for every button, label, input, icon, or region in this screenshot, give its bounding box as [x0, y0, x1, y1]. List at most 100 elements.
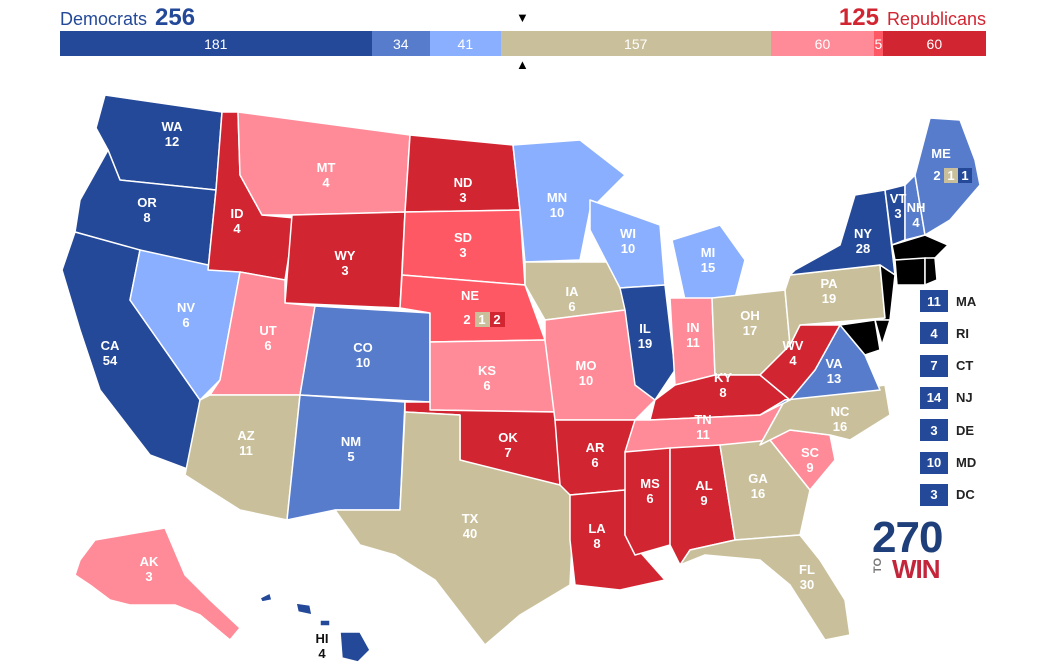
small-state-ev-box: 11	[920, 290, 948, 312]
small-state-row-ma[interactable]: 11 MA	[920, 290, 976, 312]
state-ev-la: 8	[593, 536, 600, 551]
me-split-value-3: 1	[961, 168, 968, 183]
state-ev-sd: 3	[459, 245, 466, 260]
ne-split-value-1: 2	[463, 312, 470, 327]
270-marker-top-icon: ▼	[516, 10, 529, 25]
state-ev-il: 19	[638, 336, 652, 351]
state-label-mn: MN	[547, 190, 567, 205]
state-ev-mn: 10	[550, 205, 564, 220]
state-ev-ak: 3	[145, 569, 152, 584]
state-label-nc: NC	[831, 404, 850, 419]
state-ak[interactable]	[74, 527, 241, 641]
state-label-tn: TN	[694, 412, 711, 427]
state-label-ak: AK	[140, 554, 159, 569]
small-state-name: CT	[956, 358, 974, 374]
state-mi[interactable]	[671, 224, 746, 301]
state-ev-wv: 4	[789, 353, 797, 368]
republicans-header: 125 Republicans	[839, 4, 986, 32]
bar-segment: 60	[770, 31, 875, 56]
state-ri[interactable]	[924, 257, 938, 286]
state-label-oh: OH	[740, 308, 760, 323]
state-ev-ga: 16	[751, 486, 765, 501]
small-state-row-ct[interactable]: 7 CT	[920, 354, 974, 377]
state-ev-wy: 3	[341, 263, 348, 278]
bar-segment: 5	[874, 31, 883, 56]
state-ct[interactable]	[894, 257, 926, 286]
state-label-ga: GA	[748, 471, 768, 486]
bar-segment: 60	[882, 31, 986, 56]
me-split-box-3	[958, 168, 972, 183]
state-label-wy: WY	[335, 248, 356, 263]
state-ev-al: 9	[700, 493, 707, 508]
bar-segment: 157	[500, 31, 771, 56]
state-label-mo: MO	[576, 358, 597, 373]
state-label-fl: FL	[799, 562, 815, 577]
me-split-box-1	[930, 168, 944, 183]
state-ev-wa: 12	[165, 134, 179, 149]
state-label-tx: TX	[462, 511, 479, 526]
state-ny[interactable]	[789, 189, 896, 276]
small-state-row-de[interactable]: 3 DE	[920, 419, 974, 442]
state-label-me: ME	[931, 146, 951, 161]
small-state-name: MA	[956, 293, 977, 309]
me-split-box-2	[944, 168, 958, 183]
state-label-la: LA	[588, 521, 606, 536]
state-label-co: CO	[353, 340, 373, 355]
state-hi[interactable]	[259, 592, 371, 663]
me-split-value-1: 2	[933, 168, 940, 183]
state-label-va: VA	[825, 356, 843, 371]
state-ev-tx: 40	[463, 526, 477, 541]
state-ev-fl: 30	[800, 577, 814, 592]
small-state-row-ri[interactable]: 4 RI	[920, 322, 969, 345]
state-label-al: AL	[695, 478, 712, 493]
state-ev-mt: 4	[322, 175, 330, 190]
state-label-ks: KS	[478, 363, 496, 378]
small-state-row-md[interactable]: 10 MD	[920, 451, 976, 474]
state-ev-mo: 10	[579, 373, 593, 388]
state-label-vt: VT	[890, 191, 907, 206]
republicans-total: 125	[838, 4, 879, 31]
state-ev-az: 11	[239, 443, 253, 458]
state-ev-nh: 4	[912, 215, 920, 230]
democrats-label: Democrats	[60, 9, 148, 29]
small-state-ev-box: 7	[920, 354, 948, 377]
state-ev-id: 4	[233, 221, 241, 236]
state-ev-nc: 16	[833, 419, 847, 434]
state-label-wi: WI	[620, 226, 636, 241]
state-mn[interactable]	[512, 139, 626, 263]
state-ev-co: 10	[356, 355, 370, 370]
state-label-nd: ND	[454, 175, 473, 190]
bar-segment: 41	[430, 31, 501, 56]
small-state-name: DC	[956, 487, 975, 503]
state-de[interactable]	[874, 319, 891, 346]
small-state-name: NJ	[956, 390, 973, 406]
small-state-row-nj[interactable]: 14 NJ	[920, 386, 973, 409]
state-label-or: OR	[137, 195, 157, 210]
state-label-ut: UT	[259, 323, 276, 338]
state-ev-ca: 54	[103, 353, 118, 368]
state-ev-oh: 17	[743, 323, 757, 338]
small-state-row-dc[interactable]: 3 DC	[920, 483, 975, 506]
state-ms[interactable]	[624, 447, 671, 556]
state-label-ca: CA	[101, 338, 120, 353]
logo-number: 270	[872, 513, 943, 562]
state-nm[interactable]	[286, 394, 406, 521]
state-ev-hi: 4	[318, 646, 326, 661]
state-label-mi: MI	[701, 245, 715, 260]
logo-win: WIN	[892, 554, 941, 584]
state-label-il: IL	[639, 321, 651, 336]
state-fl[interactable]	[679, 534, 851, 641]
state-tx[interactable]	[334, 411, 576, 646]
small-state-name: RI	[956, 325, 969, 341]
state-ma[interactable]	[891, 234, 949, 261]
small-state-ev-box: 4	[920, 322, 948, 345]
state-label-wv: WV	[783, 338, 804, 353]
270towin-logo: 270 TO WIN	[872, 513, 943, 585]
ne-split-value-3: 2	[493, 312, 500, 327]
state-ev-nd: 3	[459, 190, 466, 205]
state-label-ok: OK	[498, 430, 518, 445]
state-ev-in: 11	[686, 335, 700, 350]
state-md[interactable]	[839, 319, 881, 356]
state-label-sc: SC	[801, 445, 820, 460]
